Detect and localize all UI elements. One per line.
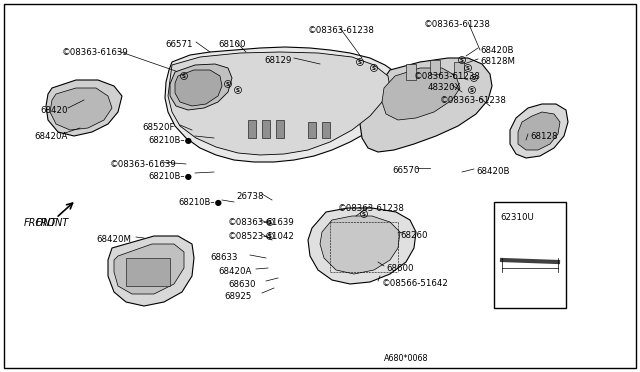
Text: 68420B: 68420B (480, 46, 513, 55)
Text: ©08363-61238: ©08363-61238 (414, 72, 481, 81)
Polygon shape (308, 208, 416, 284)
Text: 68420M: 68420M (96, 235, 131, 244)
Text: ©08363-61238: ©08363-61238 (338, 204, 405, 213)
Text: 68100: 68100 (218, 40, 246, 49)
Text: 48320X: 48320X (428, 83, 461, 92)
Polygon shape (320, 216, 400, 274)
Text: ©08363-61639: ©08363-61639 (228, 218, 295, 227)
Bar (262, 120, 270, 138)
Bar (430, 60, 440, 74)
Text: S: S (460, 58, 464, 62)
Text: 26738: 26738 (236, 192, 264, 201)
Text: 68420A: 68420A (34, 132, 67, 141)
Text: A680*0068: A680*0068 (384, 354, 429, 363)
Bar (248, 120, 256, 138)
Text: S: S (268, 234, 272, 238)
Text: 68600: 68600 (386, 264, 413, 273)
Text: 68420B: 68420B (476, 167, 509, 176)
Bar (308, 122, 316, 138)
Text: 68420: 68420 (40, 106, 67, 115)
Polygon shape (46, 80, 122, 136)
Bar (454, 62, 464, 78)
Text: ©08566-51642: ©08566-51642 (382, 279, 449, 288)
Text: 66571: 66571 (165, 40, 193, 49)
Text: ©08523-41042: ©08523-41042 (228, 232, 295, 241)
Bar (322, 122, 330, 138)
Text: 68520F: 68520F (142, 123, 175, 132)
Text: 68129: 68129 (264, 56, 291, 65)
Text: S: S (182, 74, 186, 78)
Polygon shape (382, 68, 460, 120)
Text: FRONT: FRONT (24, 218, 57, 228)
Polygon shape (510, 104, 568, 158)
Text: 68210B–●: 68210B–● (148, 172, 192, 181)
Text: FRONT: FRONT (36, 218, 69, 228)
Bar (126, 258, 170, 286)
Text: 68210B–●: 68210B–● (148, 136, 192, 145)
Polygon shape (175, 70, 222, 106)
Text: S: S (226, 81, 230, 87)
Bar (276, 120, 284, 138)
Polygon shape (360, 58, 492, 152)
Bar (494, 202, 566, 308)
Text: S: S (470, 87, 474, 93)
Polygon shape (518, 112, 560, 150)
Text: S: S (472, 76, 476, 80)
Text: 68128M: 68128M (480, 57, 515, 66)
Text: ©08363-61639: ©08363-61639 (110, 160, 177, 169)
Text: S: S (358, 60, 362, 64)
Text: ©08363-61639: ©08363-61639 (62, 48, 129, 57)
Polygon shape (168, 52, 390, 155)
Polygon shape (108, 236, 194, 306)
Text: 68925: 68925 (224, 292, 252, 301)
Text: 68128: 68128 (530, 132, 557, 141)
Polygon shape (114, 244, 184, 294)
Text: 68633: 68633 (210, 253, 237, 262)
Text: S: S (362, 212, 366, 217)
Text: 66570: 66570 (392, 166, 419, 175)
Text: ©08363-61238: ©08363-61238 (308, 26, 375, 35)
Text: S: S (466, 65, 470, 71)
Text: 68260: 68260 (400, 231, 428, 240)
Text: S: S (236, 87, 240, 93)
Polygon shape (50, 88, 112, 130)
Polygon shape (170, 64, 232, 110)
Bar (406, 64, 416, 80)
Text: 68210B–●: 68210B–● (178, 198, 222, 207)
Text: 68420A: 68420A (218, 267, 252, 276)
Text: ©08363-61238: ©08363-61238 (440, 96, 507, 105)
Text: 68630: 68630 (228, 280, 255, 289)
Text: 62310U: 62310U (500, 213, 534, 222)
Text: S: S (268, 219, 272, 224)
Text: ©08363-61238: ©08363-61238 (424, 20, 491, 29)
Polygon shape (165, 47, 400, 162)
Text: S: S (372, 65, 376, 71)
